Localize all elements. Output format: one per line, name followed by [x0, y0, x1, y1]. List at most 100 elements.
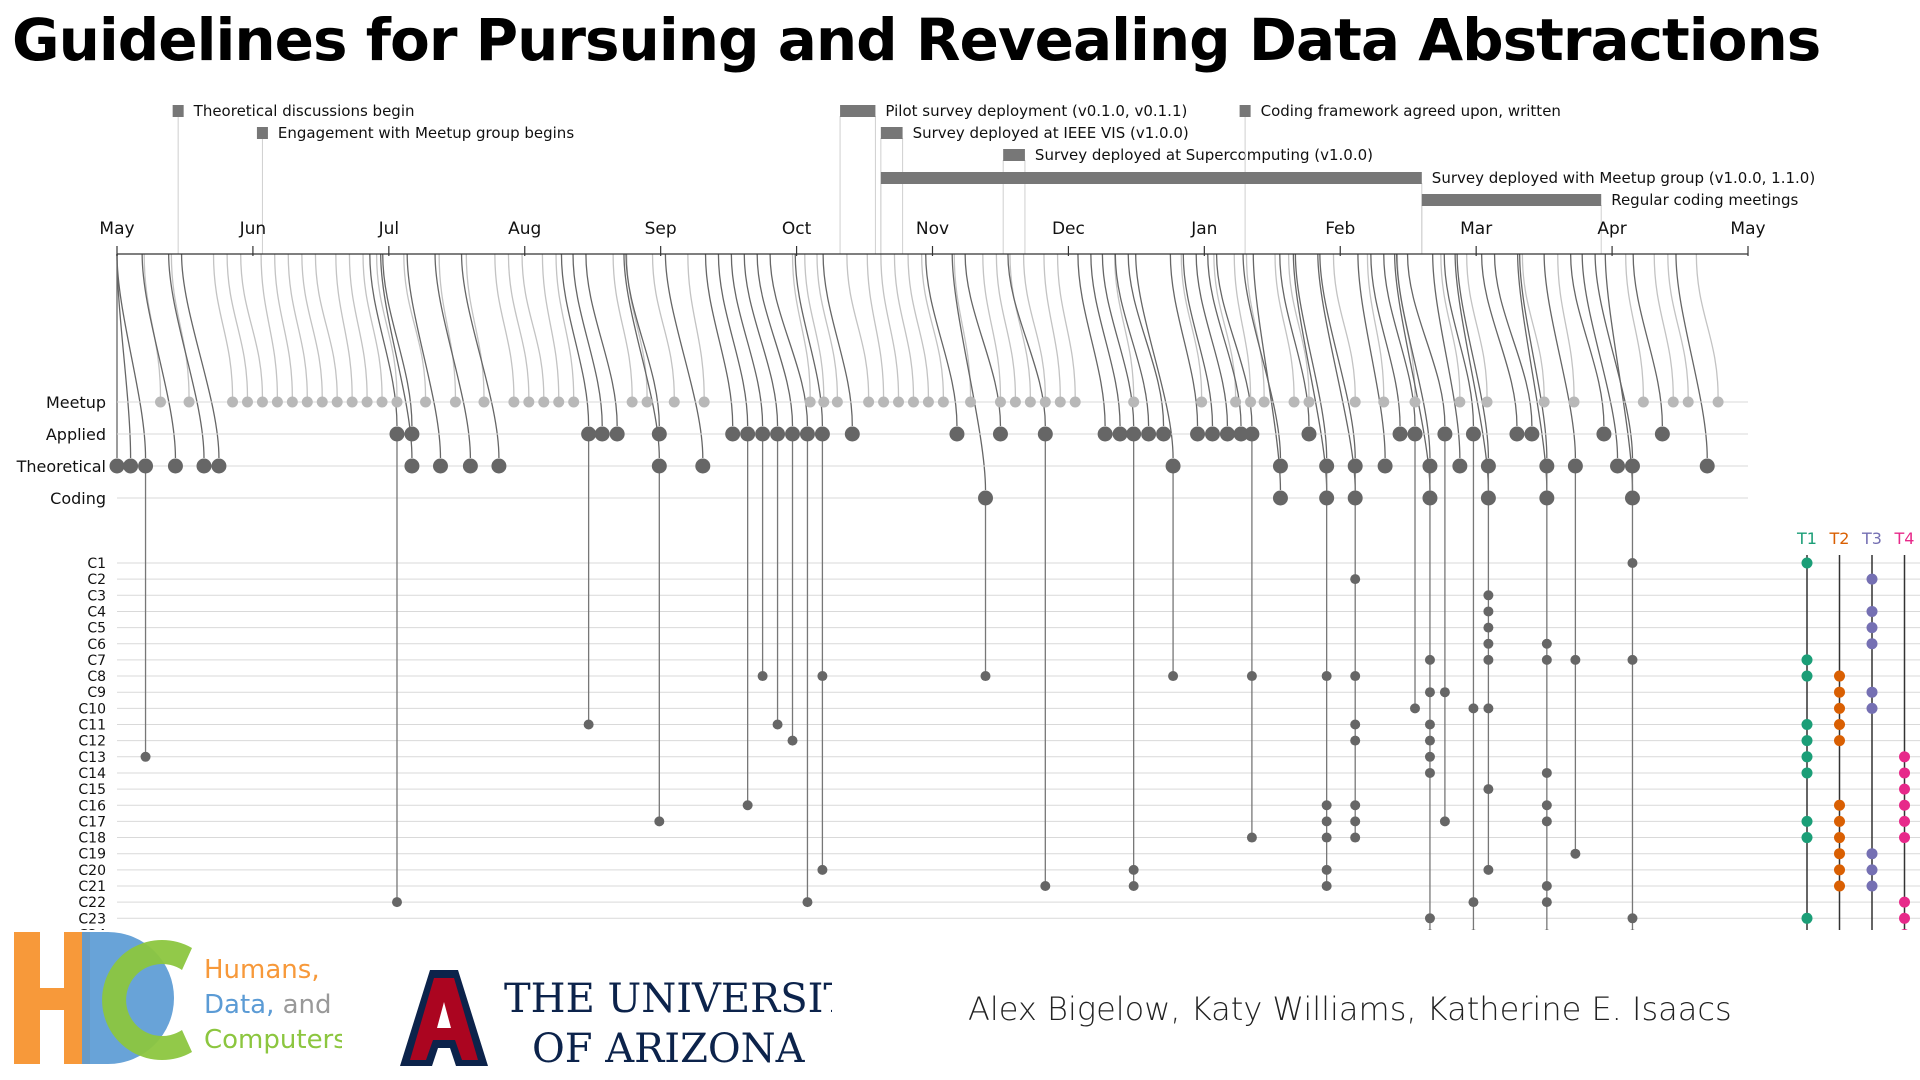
meetup-point: [922, 396, 934, 408]
meetup-point: [271, 396, 283, 408]
theme-code-point: [1834, 686, 1845, 698]
meetup-point: [994, 396, 1006, 408]
paper-point: [695, 458, 711, 474]
meetup-point: [361, 396, 373, 408]
month-label: Mar: [1460, 219, 1492, 239]
meetup-point: [346, 396, 358, 408]
theme-code-point: [1834, 832, 1845, 844]
theme-code-point: [1801, 767, 1813, 779]
hdc-c-shape: [102, 940, 192, 1060]
paper-point: [844, 426, 860, 442]
theme-code-point: [1866, 880, 1878, 892]
meetup-curve: [1366, 253, 1385, 398]
code-label: C21: [78, 879, 106, 895]
paper-curve: [1135, 253, 1174, 459]
paper-point: [651, 426, 667, 442]
paper-point: [1452, 458, 1468, 474]
code-label: C11: [78, 718, 106, 734]
paper-curve: [1594, 253, 1634, 459]
paper-code-point: [1424, 767, 1435, 778]
code-label: C6: [87, 637, 106, 653]
meetup-point: [1288, 396, 1300, 408]
paper-point: [814, 426, 830, 442]
paper-point: [770, 426, 786, 442]
theme-code-point: [1866, 848, 1878, 860]
hdc-logo: Humans, Data, and Computers: [14, 932, 342, 1064]
paper-curve: [1127, 253, 1165, 427]
paper-curve: [1406, 253, 1446, 427]
meetup-curve: [314, 253, 338, 398]
theme-code-point: [1834, 735, 1845, 747]
meetup-curve: [626, 253, 648, 398]
theme-code-point: [1834, 702, 1845, 714]
meetup-curve: [1332, 253, 1356, 398]
meetup-point: [1667, 396, 1679, 408]
meetup-curve: [438, 253, 457, 398]
meetup-point: [301, 396, 313, 408]
meetup-point: [316, 396, 328, 408]
month-label: May: [99, 219, 134, 239]
paper-code-point: [742, 800, 753, 811]
code-rows: C1C2C3C4C5C6C7C8C9C10C11C12C13C14C15C16C…: [78, 556, 1920, 930]
paper-curve: [1242, 253, 1282, 459]
paper-code-point: [391, 897, 402, 908]
code-label: C2: [87, 572, 106, 588]
paper-point: [740, 426, 756, 442]
paper-point: [1097, 426, 1113, 442]
category-label: Theoretical: [16, 457, 106, 476]
paper-point: [1699, 458, 1715, 474]
paper-point: [462, 458, 478, 474]
paper-point: [609, 426, 625, 442]
event-bar: [1003, 149, 1025, 161]
code-label: C7: [87, 653, 106, 669]
paper-code-point: [817, 671, 828, 682]
paper-code-point: [1350, 574, 1361, 585]
theme-code-point: [1899, 799, 1910, 811]
theme-code-point: [1866, 864, 1878, 876]
paper-curve: [434, 253, 472, 459]
meetup-curve: [995, 253, 1017, 398]
meetup-point: [538, 396, 550, 408]
paper-point: [1465, 426, 1481, 442]
paper-code-point: [1627, 654, 1638, 665]
theme-code-point: [1834, 670, 1845, 682]
meetup-point: [227, 396, 239, 408]
month-axis: May Jun Jul Aug Sep Oct Nov Dec Jan Feb Mar Apr May: [99, 219, 1766, 256]
paper-curve: [167, 253, 205, 459]
category-label: Applied: [46, 425, 106, 444]
meetup-curve: [541, 253, 560, 398]
paper-curve: [180, 253, 220, 459]
meetup-curve: [866, 253, 885, 398]
meetup-point: [937, 396, 949, 408]
meetup-curve: [816, 253, 839, 398]
meetup-point: [1303, 396, 1315, 408]
meetup-point: [1196, 396, 1208, 408]
meetup-curve: [1245, 253, 1265, 398]
paper-curve: [1569, 253, 1605, 427]
meetup-curve: [465, 253, 485, 398]
paper-code-point: [1350, 832, 1361, 843]
paper-code-point: [1321, 832, 1332, 843]
meetup-curve: [494, 253, 515, 398]
meetup-point: [965, 396, 977, 408]
paper-code-point: [1321, 816, 1332, 827]
paper-curve: [572, 253, 603, 427]
paper-curve: [1182, 253, 1214, 427]
paper-point: [196, 458, 212, 474]
meetup-curve: [953, 253, 972, 398]
paper-point: [949, 426, 965, 442]
meetup-curve: [555, 253, 575, 398]
meetup-curve: [1180, 253, 1203, 398]
paper-code-links: [144, 434, 1634, 930]
event-bar: [1239, 105, 1251, 117]
paper-point: [1319, 458, 1335, 474]
meetup-point: [449, 396, 461, 408]
paper-curve: [704, 253, 734, 427]
paper-code-point: [1541, 881, 1552, 891]
meetup-point: [1712, 396, 1724, 408]
paper-point: [1524, 426, 1540, 442]
meetup-curve: [1287, 253, 1310, 398]
month-label: Sep: [645, 219, 677, 239]
theme-code-point: [1901, 928, 1908, 930]
paper-code-point: [787, 735, 798, 746]
